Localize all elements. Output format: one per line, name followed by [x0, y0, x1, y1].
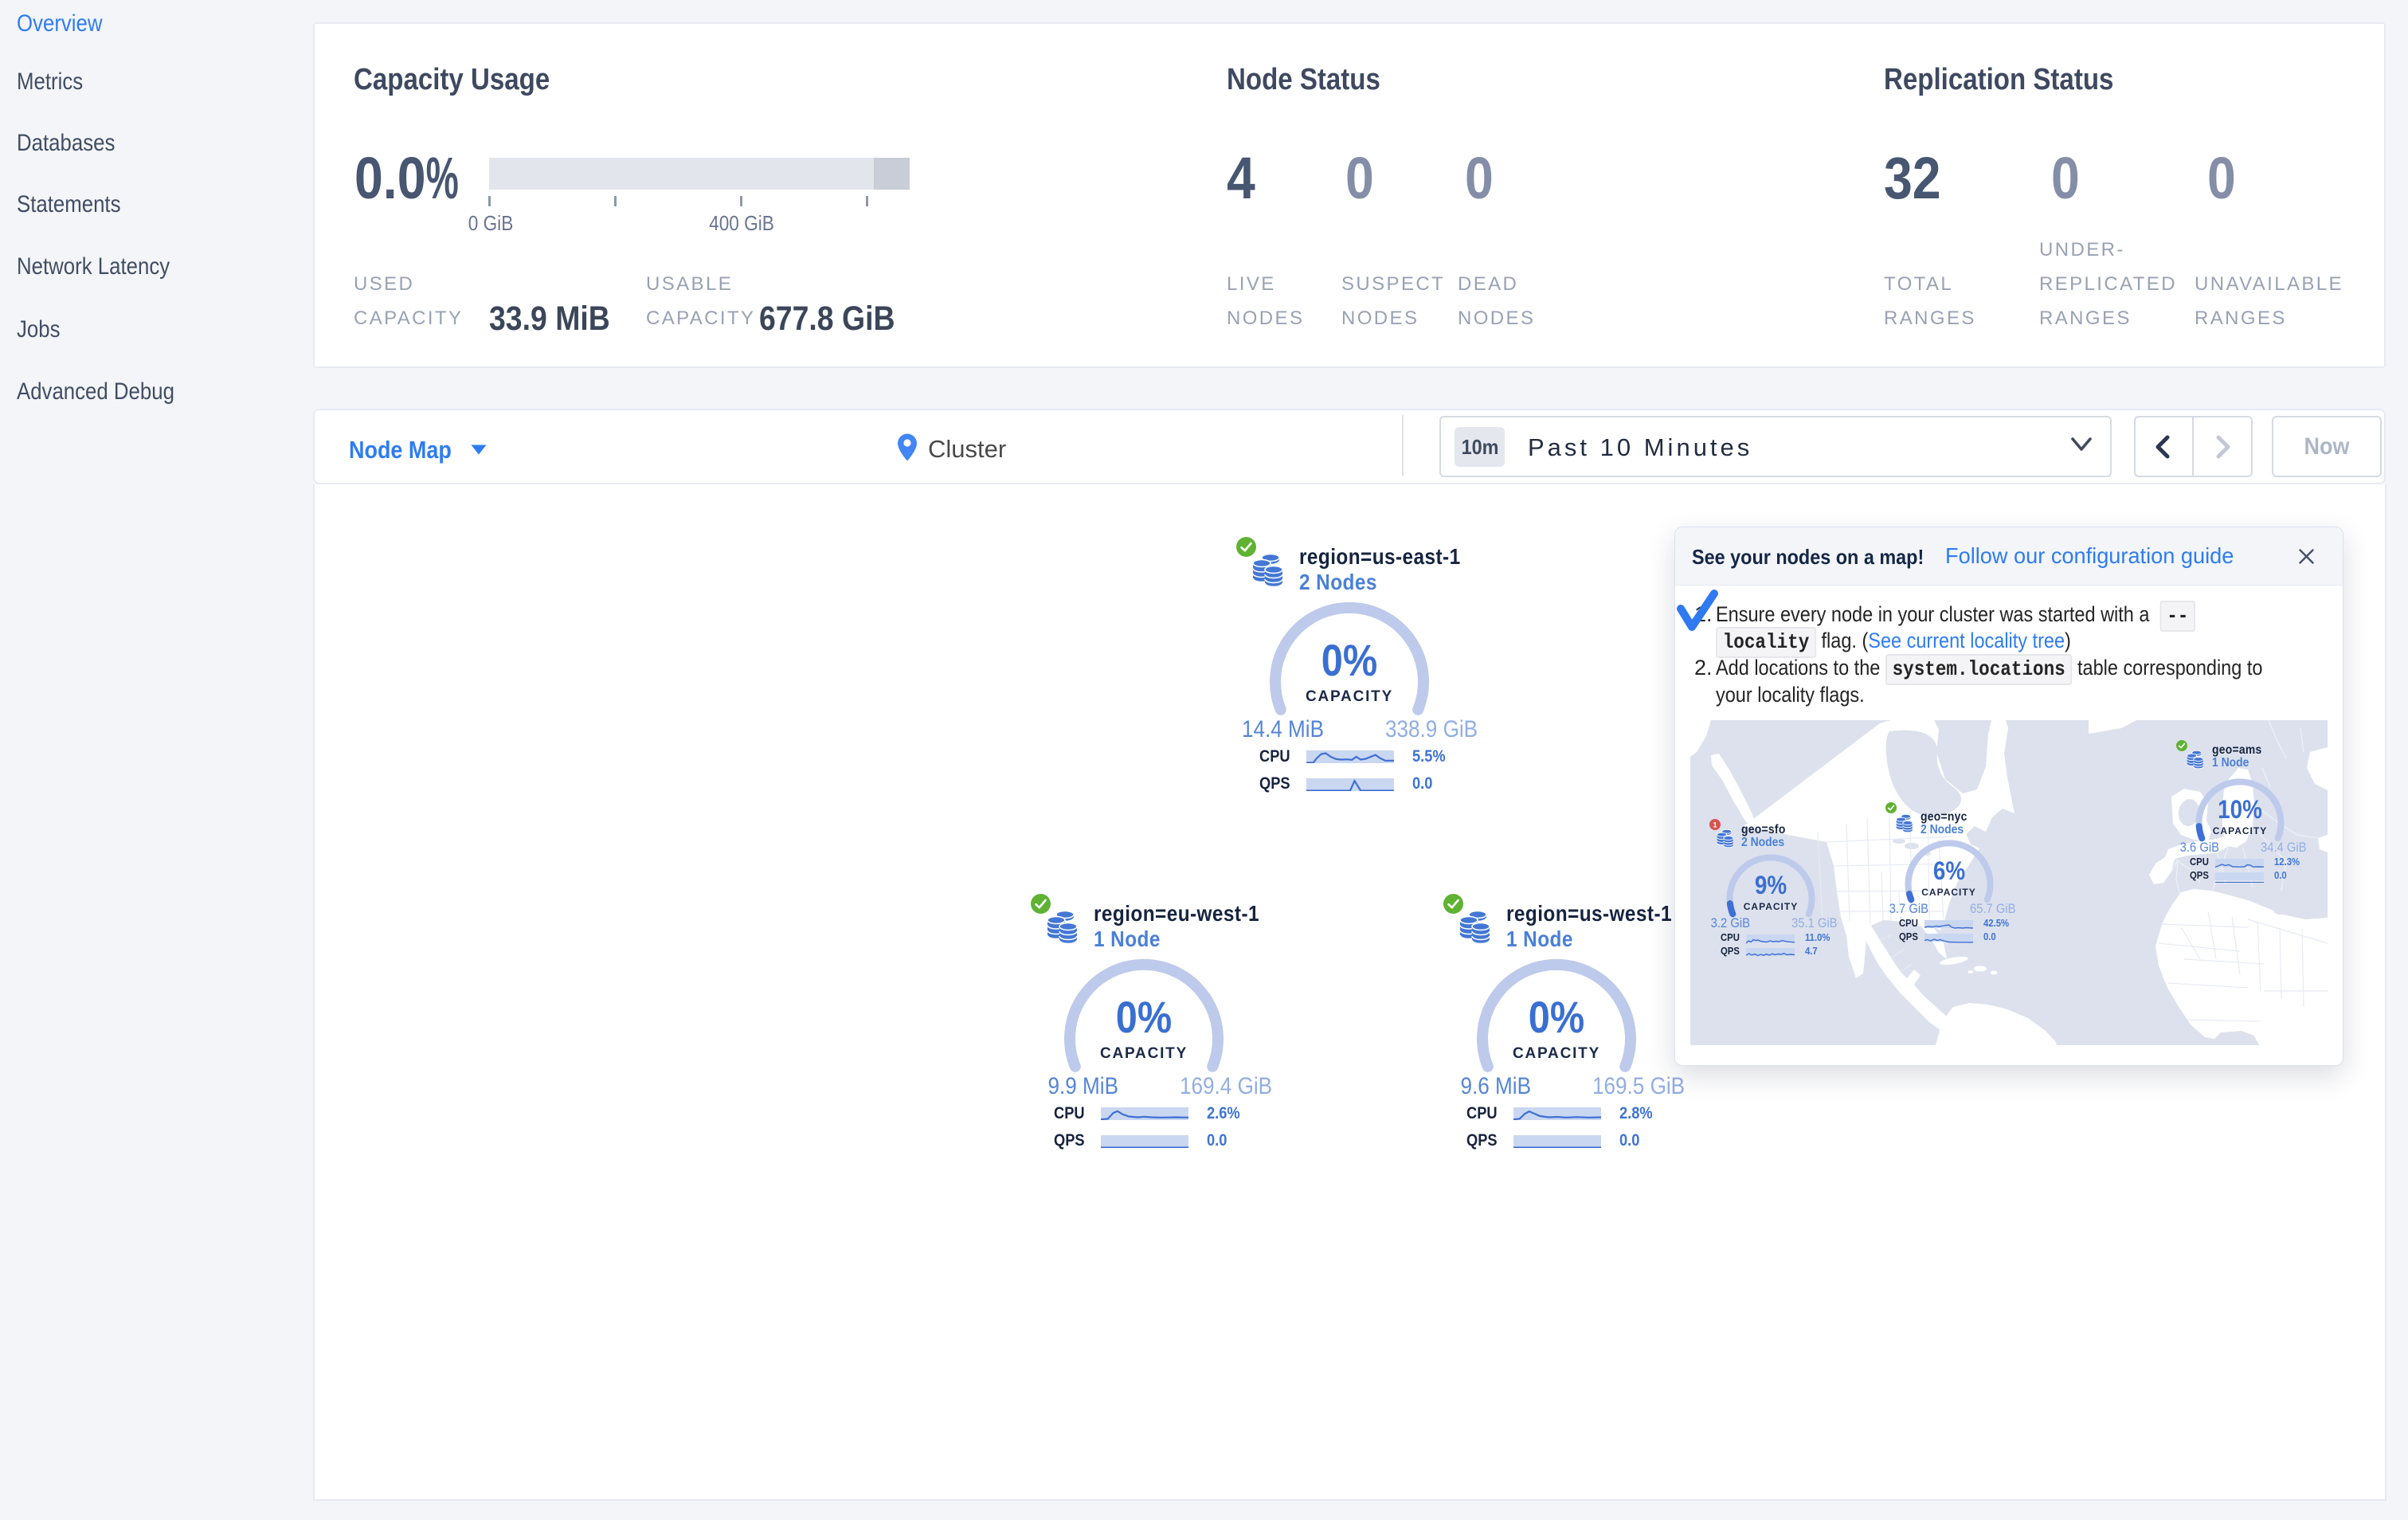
svg-text:1: 1: [1713, 821, 1717, 829]
